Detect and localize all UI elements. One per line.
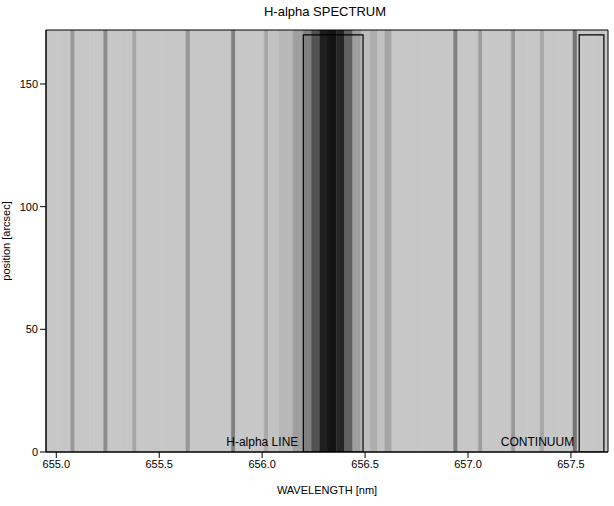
svg-text:CONTINUUM: CONTINUUM: [501, 435, 574, 449]
svg-text:657.5: 657.5: [557, 458, 585, 470]
svg-text:656.5: 656.5: [351, 458, 379, 470]
svg-text:655.5: 655.5: [145, 458, 173, 470]
svg-text:656.0: 656.0: [248, 458, 276, 470]
svg-text:655.0: 655.0: [43, 458, 71, 470]
svg-text:150: 150: [20, 78, 38, 90]
html-text:H-alpha SPECTRUM: H-alpha SPECTRUM: [264, 4, 386, 19]
svg-text:WAVELENGTH [nm]: WAVELENGTH [nm]: [277, 484, 377, 496]
svg-text:657.0: 657.0: [454, 458, 482, 470]
svg-text:100: 100: [20, 201, 38, 213]
svg-text:50: 50: [26, 323, 38, 335]
svg-text:0: 0: [32, 446, 38, 458]
svg-text:position [arcsec]: position [arcsec]: [0, 201, 12, 280]
svg-text:H-alpha LINE: H-alpha LINE: [226, 435, 298, 449]
